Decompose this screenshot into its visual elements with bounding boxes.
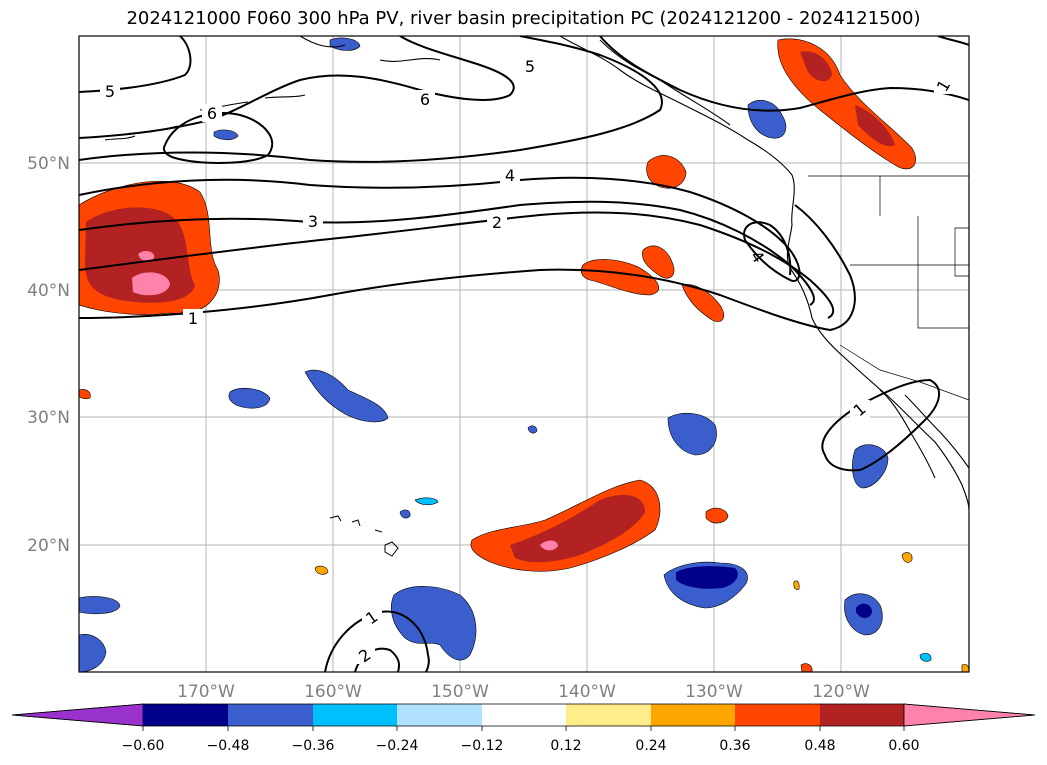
colorbar-tick-label: −0.24 bbox=[376, 738, 419, 754]
colorbar-tick-label: 0.36 bbox=[719, 738, 750, 754]
neg-blob-9 bbox=[79, 634, 107, 672]
precip-blob-nw-coast-core-2 bbox=[855, 105, 895, 147]
lat-label: 20°N bbox=[27, 536, 70, 556]
hawaii-islands bbox=[329, 515, 399, 557]
pv-label: 4 bbox=[505, 166, 515, 185]
lat-label: 50°N bbox=[27, 154, 70, 174]
neg-blob-6 bbox=[391, 586, 477, 661]
colorbar-segment bbox=[228, 704, 313, 726]
negative-precip-regions bbox=[79, 37, 932, 672]
pv-label: 1 bbox=[188, 309, 198, 328]
colorbar-ticks bbox=[142, 726, 905, 731]
baja-california bbox=[879, 389, 969, 479]
colorbar-tick-label: −0.48 bbox=[207, 738, 250, 754]
colorbar-tick-label: 0.12 bbox=[550, 738, 581, 754]
lon-label: 150°W bbox=[431, 682, 489, 702]
neg-blob-3 bbox=[667, 412, 717, 456]
pv-contour-10 bbox=[937, 36, 969, 46]
colorbar-tick-label: 0.48 bbox=[804, 738, 835, 754]
pv-label: 6 bbox=[420, 90, 430, 109]
pv-label: 5 bbox=[105, 82, 115, 101]
precip-blob-small-6 bbox=[800, 663, 813, 672]
precip-blob-subtropical-peak bbox=[540, 540, 558, 551]
precip-blob-small-3 bbox=[79, 389, 91, 400]
colorbar-tick-label: −0.12 bbox=[461, 738, 504, 754]
colorbar-extend-high bbox=[903, 703, 1036, 727]
pv-contour-4 bbox=[79, 176, 801, 282]
neg-blob-7-core bbox=[856, 603, 872, 618]
neg-blob-alaska bbox=[329, 37, 361, 51]
neg-blob-aleutian bbox=[213, 129, 239, 141]
map-title: 2024121000 F060 300 hPa PV, river basin … bbox=[126, 8, 921, 29]
precip-blob-small-1 bbox=[705, 507, 729, 524]
mexico-border bbox=[839, 344, 969, 401]
pv-label: 3 bbox=[308, 212, 318, 231]
colorbar-segment bbox=[313, 704, 397, 726]
neg-blob-small-1 bbox=[414, 497, 439, 506]
colorbar-segment bbox=[566, 704, 651, 726]
lat-label: 30°N bbox=[27, 408, 70, 428]
lon-label: 160°W bbox=[304, 682, 362, 702]
neg-blob-2 bbox=[304, 369, 389, 423]
pv-contours bbox=[79, 36, 969, 672]
precip-blob-small-5 bbox=[793, 580, 800, 590]
colorbar-tick-label: −0.36 bbox=[292, 738, 335, 754]
colorbar-tick-label: 0.24 bbox=[635, 738, 666, 754]
lat-label: 40°N bbox=[27, 281, 70, 301]
pv-contour-3 bbox=[79, 200, 815, 306]
lon-label: 140°W bbox=[558, 682, 616, 702]
lon-label: 130°W bbox=[685, 682, 743, 702]
colorbar-extend-low bbox=[11, 703, 144, 727]
precip-blob-west-peak-small bbox=[138, 251, 155, 262]
neg-blob-4 bbox=[852, 444, 889, 489]
precip-blob-40n-2 bbox=[642, 245, 675, 279]
colorbar-tick-labels: −0.60 −0.48 −0.36 −0.24 −0.12 0.12 0.24 … bbox=[122, 738, 920, 754]
neg-blob-small-4 bbox=[919, 652, 932, 662]
colorbar-tick-label: −0.60 bbox=[122, 738, 165, 754]
pv-label: 2 bbox=[492, 213, 502, 232]
colorbar-segment bbox=[820, 704, 904, 726]
colorbar: −0.60 −0.48 −0.36 −0.24 −0.12 0.12 0.24 … bbox=[11, 703, 1036, 754]
colorbar-segment bbox=[143, 704, 228, 726]
lon-label: 170°W bbox=[177, 682, 235, 702]
pv-label: 5 bbox=[525, 57, 535, 76]
pv-contour-12 bbox=[324, 610, 430, 672]
map-plot-area: 5 6 5 6 4 3 2 1 4 1 1 1 2 bbox=[79, 36, 969, 672]
neg-blob-1 bbox=[228, 387, 271, 409]
colorbar-segment bbox=[397, 704, 482, 726]
pv-label: 6 bbox=[207, 104, 217, 123]
map-frame bbox=[78, 35, 970, 673]
lon-label: 120°W bbox=[812, 682, 870, 702]
neg-blob-8 bbox=[79, 596, 121, 615]
latitude-labels: 50°N 40°N 30°N 20°N bbox=[27, 154, 70, 556]
precip-blob-40n-1 bbox=[580, 259, 659, 296]
precip-blob-small-7 bbox=[961, 663, 969, 672]
us-border bbox=[808, 175, 969, 329]
pv-contour-9 bbox=[599, 36, 969, 112]
neg-blob-small-3 bbox=[527, 425, 538, 434]
precip-blob-oregon-offshore bbox=[646, 155, 687, 189]
colorbar-segment bbox=[482, 704, 566, 726]
precip-blob-small-2 bbox=[314, 565, 329, 575]
longitude-labels: 170°W 160°W 150°W 140°W 130°W 120°W bbox=[177, 682, 870, 702]
precip-blob-small-4 bbox=[901, 552, 913, 563]
positive-precip-regions bbox=[79, 38, 969, 672]
neg-blob-5-core bbox=[676, 566, 738, 589]
neg-blob-small-2 bbox=[399, 509, 411, 519]
colorbar-segment bbox=[651, 704, 735, 726]
precip-blob-west-peak bbox=[132, 272, 170, 296]
pv-contour-5 bbox=[79, 36, 663, 163]
pv-contour-1 bbox=[79, 204, 856, 332]
precip-blob-nw-coast-core bbox=[800, 51, 832, 82]
colorbar-segment bbox=[735, 704, 820, 726]
colorbar-tick-label: 0.60 bbox=[888, 738, 919, 754]
